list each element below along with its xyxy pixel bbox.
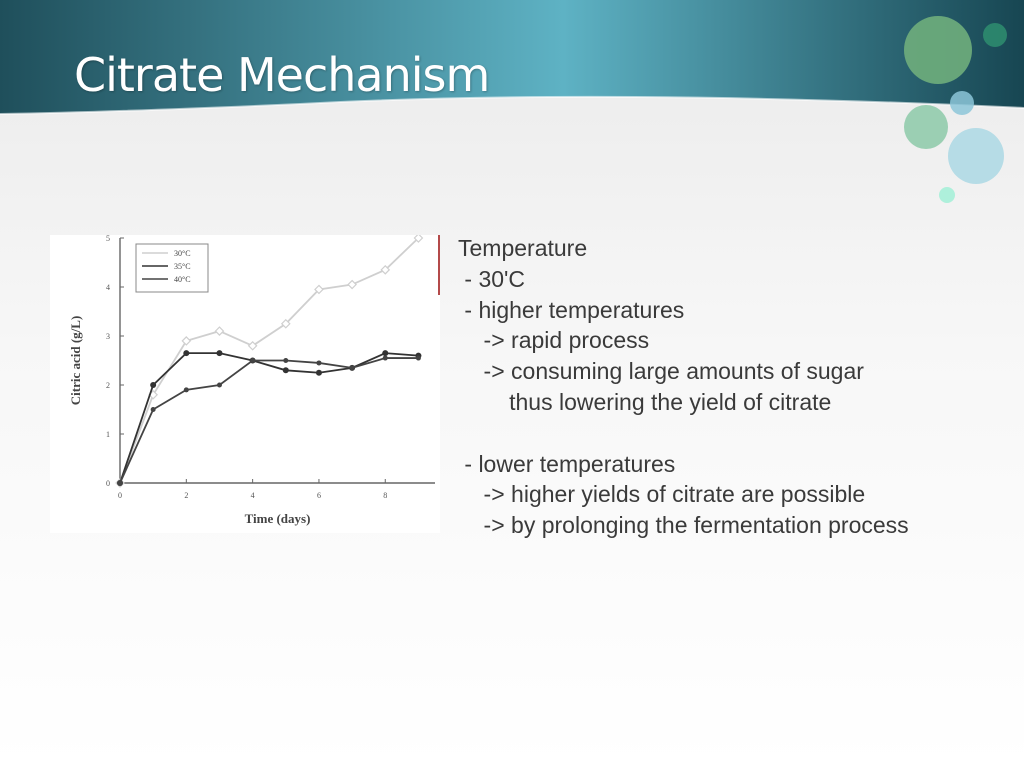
data-point (314, 284, 324, 295)
text-line: - 30'C (458, 265, 526, 292)
decorative-circles (904, 16, 1007, 203)
data-point (280, 318, 291, 329)
data-point (415, 355, 421, 361)
data-point (382, 350, 389, 357)
series-line (119, 352, 419, 484)
data-point (216, 350, 223, 357)
data-point (214, 326, 225, 336)
legend-label: 40°C (174, 275, 191, 284)
circle-blue-small (950, 91, 974, 115)
x-tick-label: 2 (184, 491, 188, 500)
legend (135, 243, 209, 293)
text-line: -> higher yields of citrate are possible (458, 481, 866, 508)
data-point (382, 355, 388, 361)
y-tick-label: 2 (106, 381, 110, 390)
data-point (349, 365, 355, 371)
x-axis-label: Time (days) (245, 511, 311, 526)
data-point (181, 336, 192, 346)
text-line: Temperature (458, 235, 588, 261)
data-point (117, 480, 123, 486)
x-tick-label: 8 (383, 491, 387, 500)
data-point (150, 382, 157, 388)
data-point (250, 358, 256, 363)
text-line: - lower temperatures (458, 450, 676, 477)
y-tick-label: 0 (106, 479, 110, 488)
y-tick-label: 5 (106, 235, 110, 243)
circle-mint-tiny (939, 187, 955, 203)
y-axis-label: Citric acid (g/L) (68, 316, 83, 406)
text-line: -> by prolonging the fermentation proces… (458, 512, 909, 539)
series-line (119, 357, 419, 484)
x-tick-label: 6 (317, 491, 321, 500)
content-text: Temperature - 30'C - higher temperatures… (458, 233, 1018, 541)
y-tick-label: 1 (106, 430, 110, 439)
data-point (282, 367, 289, 374)
data-point (347, 279, 357, 290)
data-point (380, 265, 391, 275)
text-line: -> consuming large amounts of sugar (458, 358, 864, 385)
data-point (283, 358, 289, 363)
header-band (0, 0, 1024, 115)
text-line: -> rapid process (458, 327, 650, 354)
y-tick-label: 4 (106, 283, 110, 292)
data-point (247, 340, 258, 351)
data-point (316, 360, 322, 366)
text-line: - higher temperatures (458, 296, 685, 323)
data-point (183, 350, 190, 357)
legend-label: 35°C (174, 262, 191, 271)
citric-acid-chart: 0 2 4 6 8 0 1 2 3 4 5 Time (days) Citric acid (g/L) 3… (68, 233, 435, 526)
data-point (315, 369, 322, 376)
x-tick-label: 0 (118, 491, 122, 500)
data-point (183, 387, 189, 393)
legend-label: 30°C (174, 249, 191, 258)
text-line: thus lowering the yield of citrate (458, 388, 832, 415)
text-line (458, 418, 1018, 449)
circle-green-large (904, 16, 972, 84)
data-point (216, 382, 222, 388)
data-point (413, 233, 424, 243)
y-tick-label: 3 (106, 332, 110, 341)
circle-green-small (983, 23, 1007, 47)
x-tick-label: 4 (251, 491, 255, 500)
data-point (150, 407, 156, 412)
circle-blue-large (948, 128, 1004, 184)
circle-green-mid (904, 105, 948, 149)
image-edge (438, 235, 440, 295)
chart-image: 0 2 4 6 8 0 1 2 3 4 5 Time (days) Citric acid (g/L) 3… (50, 233, 440, 533)
slide-title: Citrate Mechanism (74, 48, 490, 102)
